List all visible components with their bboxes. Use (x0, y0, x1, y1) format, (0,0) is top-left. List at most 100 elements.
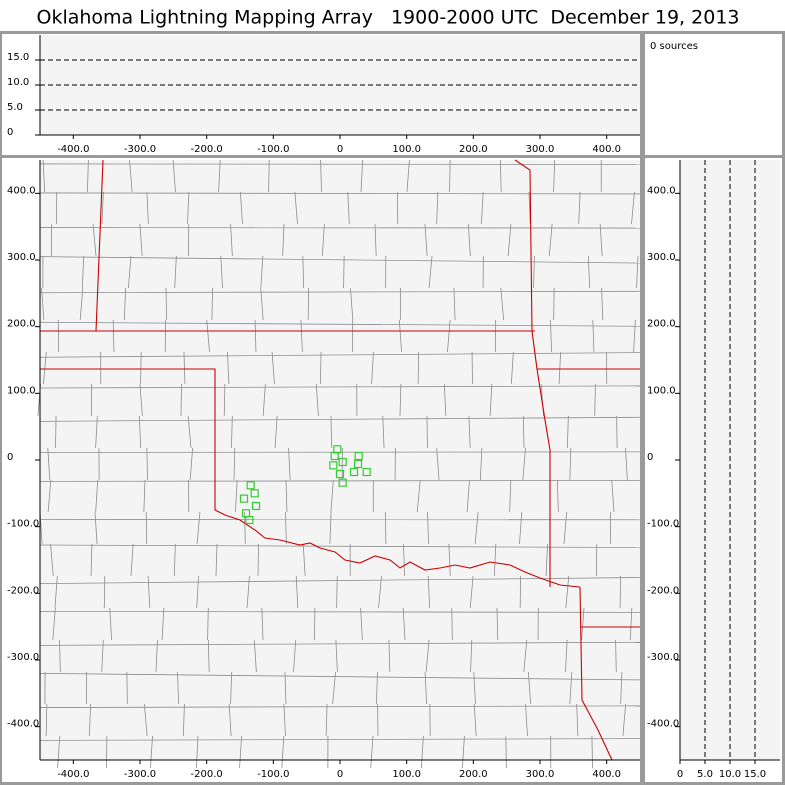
y-tick-label: -100.0 (7, 519, 39, 530)
source-point (246, 481, 255, 490)
y-tick-label: 15.0 (7, 52, 29, 63)
county-line (231, 415, 233, 449)
county-line (239, 191, 243, 225)
county-line (283, 703, 286, 737)
county-line (473, 703, 477, 737)
county-line (138, 415, 142, 449)
county-line (220, 255, 223, 289)
county-line (146, 191, 149, 225)
county-line (449, 159, 451, 193)
info-panel (645, 34, 782, 155)
county-line (592, 319, 595, 353)
county-line (468, 415, 471, 449)
county-line (55, 415, 57, 449)
county-line (556, 479, 559, 513)
source-point (239, 494, 249, 503)
county-line (629, 607, 633, 641)
county-line (447, 319, 451, 353)
county-line (285, 511, 287, 545)
county-line (182, 703, 185, 737)
county-line (553, 159, 556, 193)
y-tick-label: 0 (7, 127, 13, 138)
county-line (230, 671, 233, 705)
county-line (470, 639, 473, 673)
county-line (288, 447, 291, 481)
y-tick-label: 200.0 (7, 319, 36, 330)
x-tick-label: 100.0 (392, 769, 421, 780)
county-line (281, 735, 285, 769)
county-line (143, 479, 146, 513)
county-line (510, 351, 514, 385)
county-line (260, 287, 264, 321)
county-line (206, 319, 210, 353)
county-line (89, 703, 91, 737)
county-line (101, 639, 104, 673)
county-line (235, 479, 238, 513)
county-line (130, 543, 134, 577)
county-line (601, 287, 604, 321)
county-line (425, 639, 430, 673)
county-line (474, 511, 479, 545)
y-tick-label: -300.0 (647, 652, 679, 663)
y-tick-label: 0 (647, 452, 653, 463)
county-line (282, 223, 285, 257)
county-line (553, 287, 555, 321)
x-tick-label: 0 (337, 769, 343, 780)
county-line (112, 319, 115, 353)
county-line (403, 543, 405, 577)
county-line (284, 671, 287, 705)
county-line (54, 575, 58, 609)
county-line (187, 415, 192, 449)
state-border (579, 586, 613, 761)
county-line (451, 607, 453, 641)
county-line (39, 192, 641, 195)
county-line (302, 543, 306, 577)
y-tick-label: -200.0 (647, 585, 679, 596)
county-line (52, 607, 56, 641)
county-line (594, 383, 596, 417)
county-line (576, 703, 579, 737)
county-line (402, 607, 406, 641)
county-line (39, 705, 641, 708)
x-tick-label: 400.0 (592, 144, 621, 155)
county-line (41, 287, 45, 321)
county-line (228, 703, 232, 737)
county-line (95, 479, 99, 513)
state-borders (40, 159, 640, 761)
county-line (196, 511, 201, 545)
y-tick-label: 200.0 (647, 319, 676, 330)
county-line (215, 543, 218, 577)
x-tick-label: -300.0 (124, 769, 156, 780)
y-tick-label: -200.0 (7, 585, 39, 596)
county-line (39, 227, 641, 229)
county-line (384, 511, 387, 545)
county-line (320, 159, 322, 193)
county-line (39, 352, 641, 358)
county-line (443, 383, 447, 417)
county-line (218, 159, 221, 193)
county-line (371, 351, 374, 385)
county-line (382, 415, 385, 449)
county-line (421, 735, 424, 769)
county-line (43, 351, 47, 385)
county-line (39, 672, 641, 681)
county-line (615, 639, 617, 673)
county-line (336, 575, 338, 609)
county-line (45, 703, 48, 737)
county-line (109, 607, 112, 641)
x-tick-label: 100.0 (392, 144, 421, 155)
county-line (499, 159, 502, 193)
county-line (294, 191, 298, 225)
county-line (155, 639, 158, 673)
x-tick-label: 400.0 (592, 769, 621, 780)
county-line (527, 671, 532, 705)
source-point (251, 501, 261, 511)
county-line (558, 351, 562, 385)
county-line (330, 479, 334, 513)
x-tick-label: 15.0 (744, 769, 766, 780)
county-line (548, 223, 553, 257)
county-line (101, 191, 104, 225)
county-line (79, 287, 84, 321)
county-line (550, 319, 552, 353)
